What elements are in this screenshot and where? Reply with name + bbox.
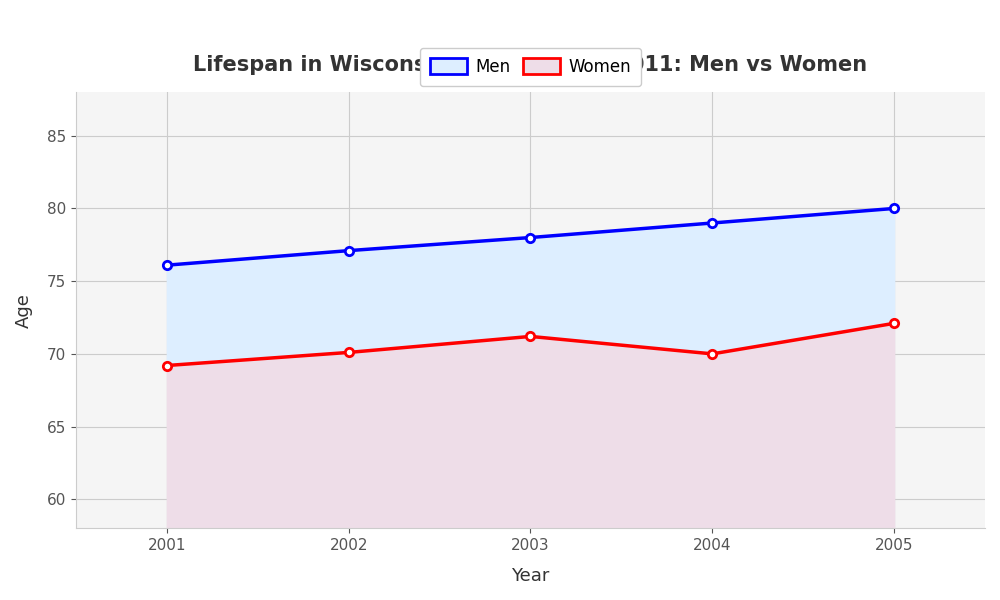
X-axis label: Year: Year <box>511 567 550 585</box>
Y-axis label: Age: Age <box>15 293 33 328</box>
Legend: Men, Women: Men, Women <box>420 48 641 86</box>
Title: Lifespan in Wisconsin from 1966 to 2011: Men vs Women: Lifespan in Wisconsin from 1966 to 2011:… <box>193 55 868 75</box>
